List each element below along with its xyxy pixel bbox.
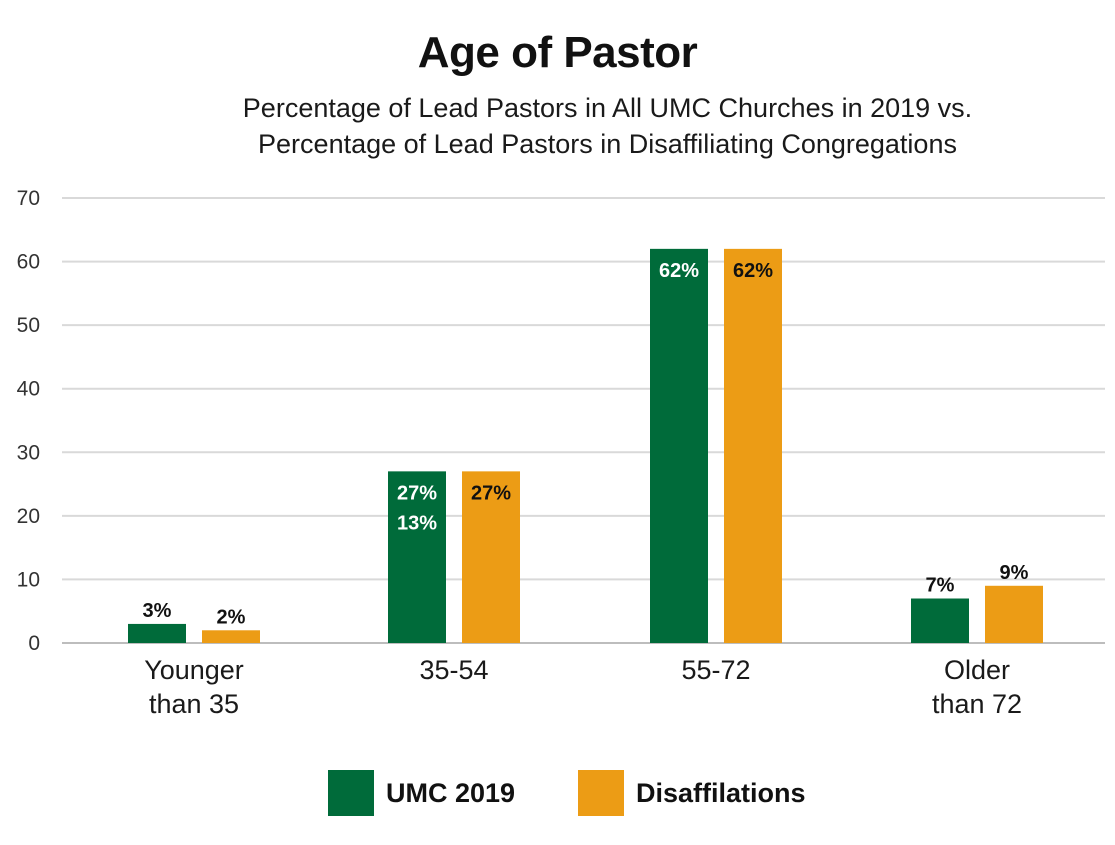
- subtitle-line-1: Percentage of Lead Pastors in All UMC Ch…: [242, 93, 973, 123]
- y-tick-label-50: 50: [17, 314, 40, 337]
- bar-disaffilations-0: [202, 630, 260, 643]
- chart-legend: UMC 2019 Disaffilations: [0, 770, 1115, 816]
- x-tick-label-0-0: Younger: [144, 655, 244, 685]
- bar-umc-2019-2: [650, 248, 708, 643]
- data-label-umc-2019-0: 3%: [143, 600, 172, 622]
- y-tick-label-40: 40: [17, 378, 40, 401]
- x-tick-label-3-0: Older: [944, 655, 1010, 685]
- bar-chart: 0 10 20 30 40 50 60 70 3% 2% Younger than 35 27% 27% 3…: [17, 187, 1105, 719]
- data-label-umc-2019-1: 27%: [397, 482, 437, 504]
- data-label-umc-2019-2: 62%: [659, 260, 699, 282]
- bar-disaffilations-2: [724, 248, 782, 643]
- data-label-disaffilations-0: 2%: [217, 606, 246, 628]
- legend-item-umc-2019: UMC 2019: [328, 770, 515, 816]
- bar-umc-2019-3: [911, 598, 969, 643]
- x-tick-label-0-1: than 35: [149, 689, 239, 719]
- data-label-umc-2019-3: 7%: [926, 575, 955, 597]
- subtitle-line-2: Percentage of Lead Pastors in Disaffilia…: [258, 129, 957, 159]
- bar-disaffilations-1: [462, 471, 520, 643]
- y-tick-label-30: 30: [17, 441, 40, 464]
- chart-subtitle: Percentage of Lead Pastors in All UMC Ch…: [100, 90, 1115, 162]
- y-tick-label-20: 20: [17, 505, 40, 528]
- data-label-disaffilations-3: 9%: [1000, 562, 1029, 584]
- legend-swatch-disaffilations: [578, 770, 624, 816]
- data-label-disaffilations-2: 62%: [733, 260, 773, 282]
- legend-swatch-umc-2019: [328, 770, 374, 816]
- data-label-disaffilations-1: 27%: [471, 482, 511, 504]
- y-tick-label-0: 0: [28, 632, 40, 655]
- chart-title: Age of Pastor: [417, 28, 698, 77]
- bar-disaffilations-3: [985, 585, 1043, 643]
- bar-umc-2019-0: [128, 623, 186, 643]
- y-tick-label-60: 60: [17, 251, 40, 274]
- legend-label-disaffilations: Disaffilations: [636, 777, 806, 808]
- y-tick-label-10: 10: [17, 568, 40, 591]
- x-tick-label-1-0: 35-54: [419, 655, 488, 685]
- extra-data-label-0: 13%: [397, 512, 437, 534]
- legend-label-umc-2019: UMC 2019: [386, 777, 516, 808]
- legend-item-disaffilations: Disaffilations: [578, 770, 806, 816]
- x-tick-label-3-1: than 72: [932, 689, 1022, 719]
- bar-umc-2019-1: [388, 471, 446, 643]
- x-tick-label-2-0: 55-72: [681, 655, 750, 685]
- y-tick-label-70: 70: [17, 187, 40, 210]
